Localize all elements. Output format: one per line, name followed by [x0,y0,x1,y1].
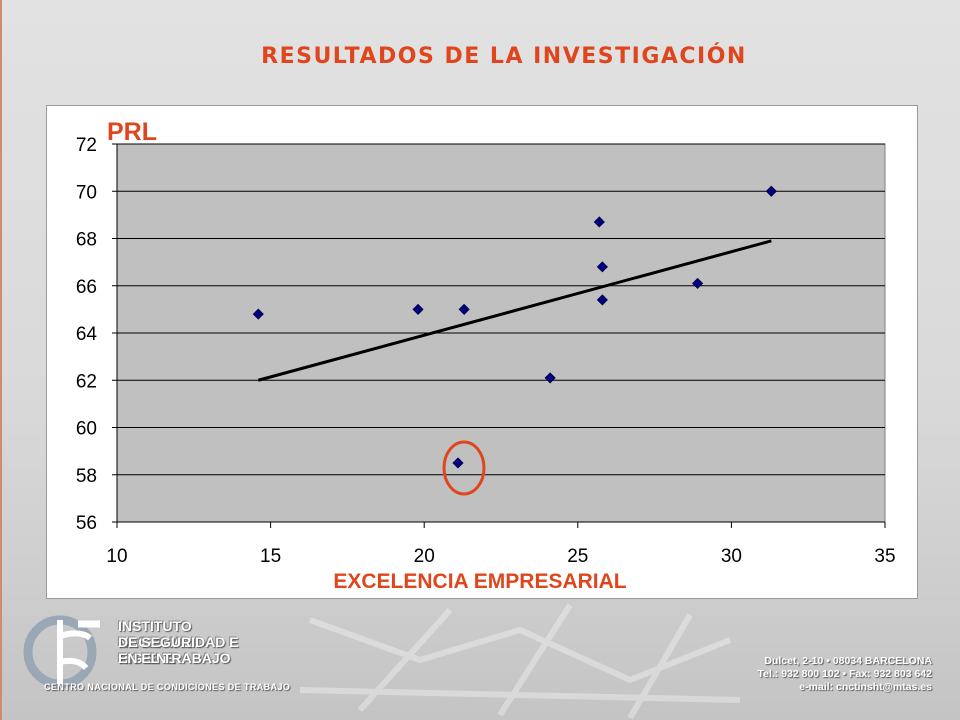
y-tick-label: 60 [76,419,97,440]
data-point [452,457,464,469]
y-tick-label: 72 [76,135,97,156]
data-point [458,303,470,315]
y-tick-label: 58 [76,466,97,487]
address-block: Dulcet, 2-10 • 08034 BARCELONA Tel.: 932… [757,655,932,694]
logo-subtitle: CENTRO NACIONAL DE CONDICIONES DE TRABAJ… [44,682,291,692]
data-point [593,216,605,228]
phone-line: Tel.: 932 800 102 • Fax: 932 803 642 [757,668,932,680]
address-line: Dulcet, 2-10 • 08034 BARCELONA [764,655,932,667]
y-tick-label: 62 [76,371,97,392]
logo-line-1: INSTITUTO NACIONAL [118,618,192,650]
logo-line-2: DE SEGURIDAD E HIGIENE [118,634,239,666]
x-tick-label: 20 [414,546,435,567]
x-axis-label: EXCELENCIA EMPRESARIAL [333,570,626,593]
slide-title: RESULTADOS DE LA INVESTIGACIÓN [261,44,747,69]
x-tick-label: 10 [106,546,127,567]
logo-line-3: EN EL TRABAJO [118,650,231,666]
insht-logo: INSTITUTO NACIONAL DE SEGURIDAD E HIGIEN… [18,604,268,704]
y-tick-label: 66 [76,277,97,298]
data-point [765,185,777,197]
y-tick-label: 64 [76,324,98,345]
x-tick-label: 35 [874,546,895,567]
chart-area: 56 58 60 62 64 66 68 70 72 10 15 20 25 30 35 PRL EXCELEN… [46,105,918,599]
trend-line [257,239,772,382]
highlight-circle [442,440,486,496]
city-map-watermark [300,603,740,720]
scatter-chart: 56 58 60 62 64 66 68 70 72 10 15 20 25 30 35 PRL EXCELEN… [76,118,896,593]
y-tick-label: 56 [76,513,97,534]
y-tick-label: 68 [76,230,97,251]
x-tick-label: 15 [260,546,281,567]
data-point [252,308,264,320]
data-point [692,277,704,289]
data-point [544,372,556,384]
insht-logo-mark [23,615,100,689]
y-axis-label: PRL [107,118,157,146]
slide-left-rule [0,0,2,720]
x-tick-label: 30 [721,546,742,567]
x-tick-label: 25 [567,546,588,567]
data-point [596,261,608,273]
y-tick-label: 70 [76,182,97,203]
data-point [412,303,424,315]
email-line: e-mail: cnctinsht@mtas.es [799,681,932,693]
data-point [596,294,608,306]
